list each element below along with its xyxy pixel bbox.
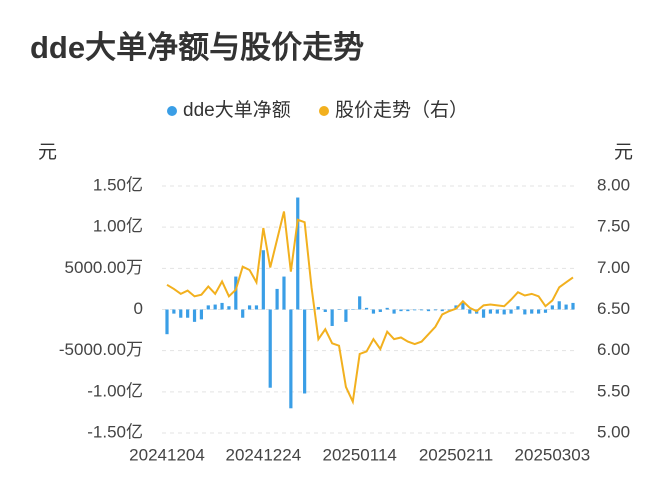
y-axis-unit: 元 xyxy=(38,142,57,163)
y2-tick-label: 8.00 xyxy=(597,175,630,194)
bar xyxy=(557,301,561,310)
y-tick-label: 5000.00万 xyxy=(65,258,143,277)
y2-tick-label: 6.00 xyxy=(597,340,630,359)
bar xyxy=(282,276,286,310)
x-tick-label: 20241204 xyxy=(129,445,205,464)
bar xyxy=(371,309,376,314)
bar xyxy=(206,305,210,310)
bar xyxy=(364,307,369,310)
bar xyxy=(378,309,382,312)
bar xyxy=(358,296,362,310)
bar xyxy=(530,309,534,314)
bar xyxy=(440,309,444,312)
bar xyxy=(254,305,259,310)
bar xyxy=(192,309,197,322)
y-tick-label: -5000.00万 xyxy=(59,340,143,359)
x-tick-label: 20241224 xyxy=(226,445,302,464)
bar xyxy=(247,305,252,310)
y-tick-label: -1.50亿 xyxy=(87,422,143,441)
bar xyxy=(433,309,437,311)
bar xyxy=(488,309,493,314)
bar xyxy=(536,309,541,314)
bar xyxy=(213,304,217,310)
bar xyxy=(509,309,513,314)
x-tick-label: 20250114 xyxy=(322,445,396,464)
bar xyxy=(165,309,169,335)
legend-marker xyxy=(167,106,177,116)
bar xyxy=(241,309,245,318)
bar xyxy=(337,309,341,310)
bar xyxy=(461,302,465,310)
bar xyxy=(392,309,396,314)
bar xyxy=(523,309,527,315)
y2-tick-label: 7.50 xyxy=(597,217,630,236)
bar xyxy=(220,302,224,310)
bar xyxy=(172,309,176,314)
legend-label: dde大单净额 xyxy=(183,99,291,121)
bar xyxy=(261,250,265,310)
bar xyxy=(426,309,431,312)
bar xyxy=(323,309,327,312)
bar xyxy=(543,309,548,313)
bar xyxy=(571,302,575,310)
y-tick-label: 1.50亿 xyxy=(93,175,143,194)
bar xyxy=(234,276,238,310)
bar xyxy=(564,304,568,310)
bar xyxy=(186,309,190,318)
bar xyxy=(468,309,472,314)
y2-tick-label: 7.00 xyxy=(597,258,630,277)
y2-tick-label: 5.50 xyxy=(597,381,630,400)
bar xyxy=(502,309,506,315)
bar xyxy=(227,306,231,310)
bar xyxy=(316,307,320,310)
bar xyxy=(413,309,417,311)
y-tick-label: 1.00亿 xyxy=(93,217,143,236)
legend-label: 股价走势（右） xyxy=(335,99,468,121)
bar xyxy=(481,309,486,318)
bar xyxy=(385,307,389,310)
bar xyxy=(289,309,293,409)
bar xyxy=(275,288,279,310)
bar xyxy=(495,309,499,314)
y2-axis-unit: 元 xyxy=(614,142,633,163)
bar xyxy=(447,309,451,311)
bar xyxy=(351,309,355,310)
bar xyxy=(309,309,314,310)
y2-tick-label: 6.50 xyxy=(597,299,630,318)
bar xyxy=(268,309,272,388)
bar xyxy=(303,309,307,394)
legend-marker xyxy=(319,106,329,116)
x-tick-label: 20250211 xyxy=(419,445,493,464)
y-tick-label: 0 xyxy=(134,299,143,318)
legend: dde大单净额 股价走势（右） xyxy=(167,99,468,121)
bar xyxy=(399,309,403,312)
bar xyxy=(406,309,410,312)
bar xyxy=(516,306,520,310)
price-line xyxy=(166,211,574,406)
chart-title: dde大单净额与股价走势 xyxy=(30,30,364,65)
bar xyxy=(344,309,348,322)
bar xyxy=(330,309,334,326)
y2-tick-label: 5.00 xyxy=(597,422,630,441)
bar xyxy=(420,309,424,311)
bar xyxy=(199,309,204,320)
y-tick-label: -1.00亿 xyxy=(87,381,143,400)
bar xyxy=(296,197,300,310)
bar xyxy=(179,309,183,318)
bar xyxy=(550,305,554,310)
x-tick-label: 20250303 xyxy=(515,445,591,464)
